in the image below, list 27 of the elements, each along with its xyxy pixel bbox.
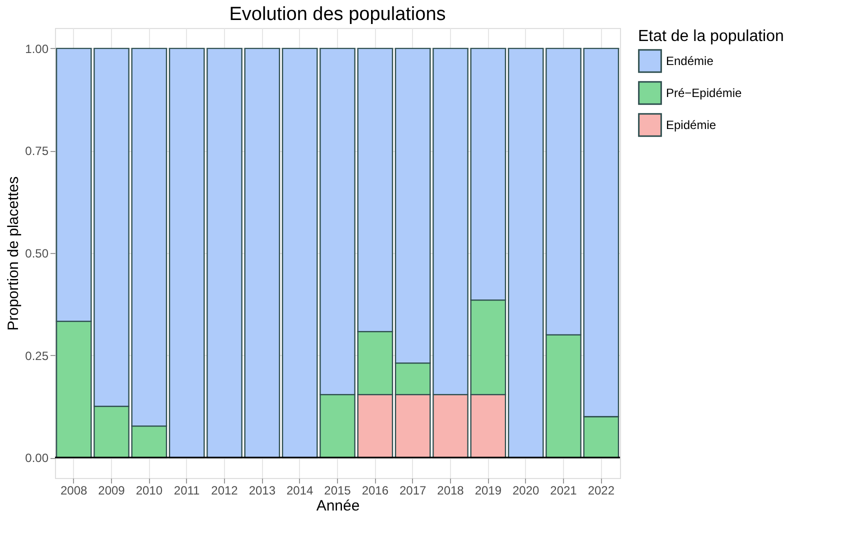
x-tick-label: 2021 — [550, 484, 578, 498]
x-tick-label: 2015 — [324, 484, 352, 498]
x-tick-label: 2020 — [512, 484, 540, 498]
y-tick-label: 1.00 — [25, 42, 49, 56]
x-tick-label: 2014 — [286, 484, 314, 498]
x-tick-label: 2016 — [362, 484, 389, 498]
chart-title: Evolution des populations — [229, 4, 446, 25]
x-tick-label: 2010 — [136, 484, 163, 498]
legend-label: Pré−Epidémie — [666, 86, 742, 100]
x-tick-label: 2022 — [588, 484, 615, 498]
x-tick-label: 2013 — [248, 484, 276, 498]
y-tick-label: 0.75 — [25, 144, 49, 158]
legend-label: Epidémie — [666, 118, 716, 132]
x-tick-label: 2012 — [211, 484, 238, 498]
y-tick-label: 0.25 — [25, 348, 49, 363]
y-tick-label: 0.00 — [25, 451, 49, 466]
x-tick-label: 2017 — [399, 484, 427, 498]
legend-label: Endémie — [666, 54, 714, 68]
x-tick-label: 2019 — [474, 484, 502, 498]
y-axis-title: Proportion de placettes — [5, 176, 22, 331]
x-tick-label: 2009 — [98, 484, 126, 498]
y-tick-label: 0.50 — [25, 246, 49, 260]
x-tick-label: 2018 — [437, 484, 464, 498]
x-tick-label: 2008 — [60, 484, 88, 498]
legend-title: Etat de la population — [638, 28, 784, 45]
x-axis-title: Année — [316, 498, 360, 514]
x-tick-label: 2011 — [174, 484, 200, 498]
